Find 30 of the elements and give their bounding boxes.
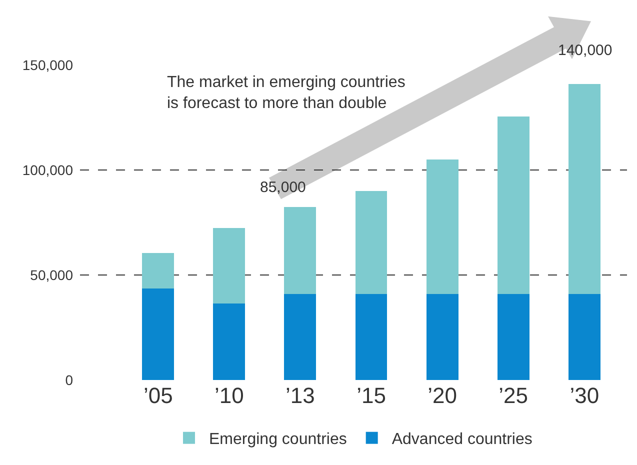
bar: [284, 294, 316, 380]
text: 140,000: [558, 42, 612, 59]
x-tick-label: ’05: [143, 383, 173, 408]
bar: [568, 294, 600, 380]
legend-label: Advanced countries: [392, 431, 532, 448]
y-tick-label: 100,000: [22, 162, 74, 178]
bar: [355, 191, 388, 294]
x-tick-label: ’13: [286, 383, 315, 408]
bar: [426, 160, 458, 294]
annotation: The market in emerging countries is forecast to more than double: [167, 74, 406, 112]
bar: [213, 303, 246, 380]
bar: [142, 252, 174, 289]
y-tick-label: 50,000: [30, 266, 74, 283]
bar: [355, 294, 388, 380]
y-tick-label: 150,000: [22, 56, 74, 73]
bar: [568, 84, 600, 294]
legend-label: Emerging countries: [209, 431, 347, 448]
x-tick-label: ’20: [428, 383, 457, 408]
bar: [284, 206, 316, 294]
bar: [213, 228, 246, 304]
annotation: 85,000: [260, 179, 306, 196]
x-tick-label: ’30: [570, 383, 600, 408]
bar: [497, 116, 530, 294]
bar: [426, 294, 458, 380]
x-tick-label: ’25: [498, 383, 528, 408]
x-tick-label: ’15: [356, 383, 386, 408]
y-tick-label: 0: [65, 372, 74, 388]
x-tick-label: ’10: [214, 383, 244, 408]
bar: [497, 294, 530, 380]
bar: [142, 288, 174, 380]
